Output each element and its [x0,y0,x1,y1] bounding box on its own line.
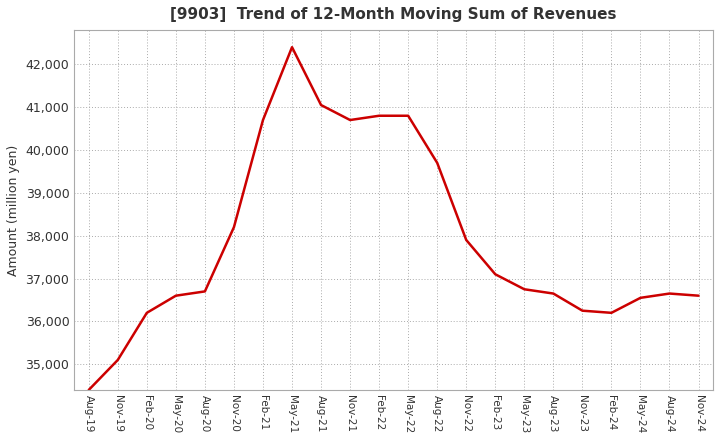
Title: [9903]  Trend of 12-Month Moving Sum of Revenues: [9903] Trend of 12-Month Moving Sum of R… [171,7,617,22]
Y-axis label: Amount (million yen): Amount (million yen) [7,144,20,275]
